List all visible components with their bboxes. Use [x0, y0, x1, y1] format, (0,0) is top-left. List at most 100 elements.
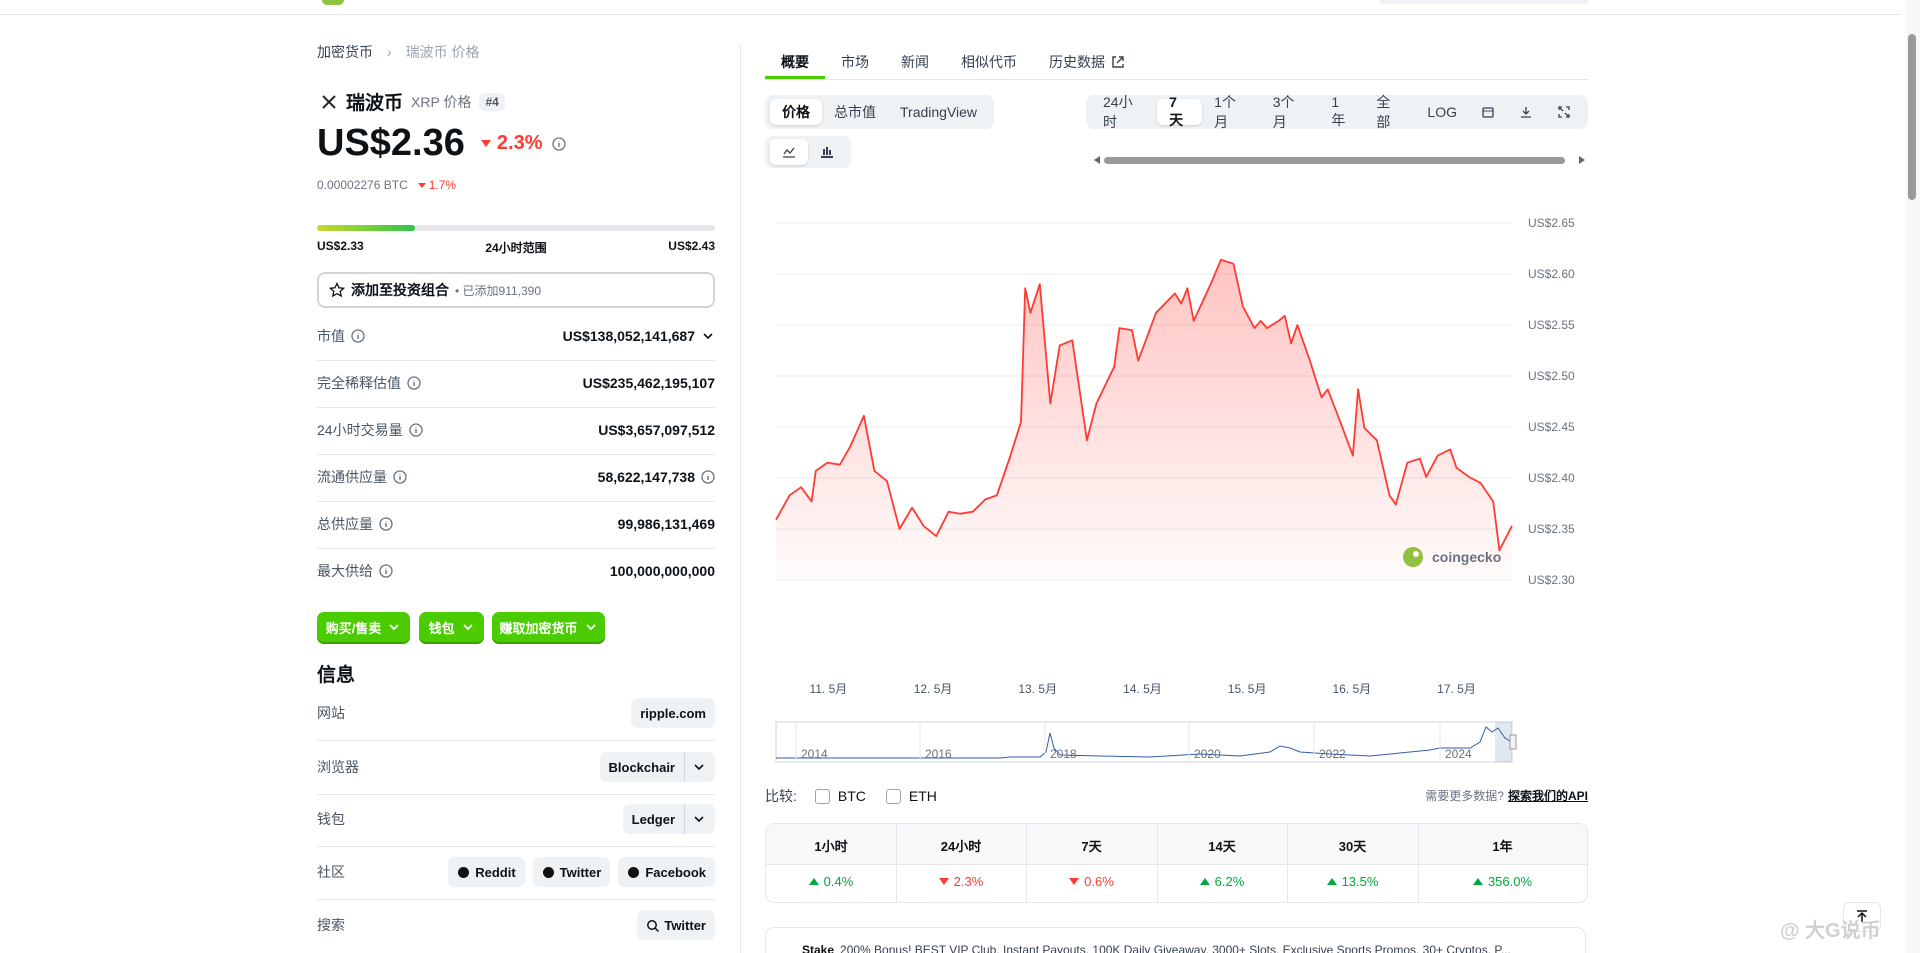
time-range[interactable]: 3个月 — [1272, 94, 1295, 130]
link-chip[interactable]: Blockchair — [599, 752, 715, 782]
chart-kind-candle[interactable] — [808, 139, 846, 165]
link-chip[interactable]: Facebook — [618, 857, 715, 887]
navigator-frame[interactable] — [775, 721, 1513, 763]
navigator-selection[interactable] — [1495, 722, 1512, 762]
info-icon[interactable] — [351, 329, 365, 343]
table-header: 14天 — [1208, 839, 1236, 854]
search-box[interactable] — [1380, 0, 1588, 4]
time-range[interactable]: 1年 — [1331, 94, 1346, 128]
link-label: Reddit — [475, 864, 516, 880]
info-icon[interactable] — [408, 423, 423, 437]
scrollbar-thumb[interactable] — [1908, 34, 1916, 200]
link-icon — [542, 866, 555, 879]
info-icon[interactable] — [393, 470, 407, 484]
ad-text: 200% Bonus! BEST VIP Club. Instant Payou… — [840, 943, 1511, 953]
chevron[interactable] — [701, 329, 715, 343]
separator — [317, 360, 715, 361]
y-tick-label: US$2.45 — [1528, 420, 1575, 434]
action-button[interactable]: 赚取加密货币 — [492, 612, 605, 642]
chart-modes: 价格 总市值 TradingView — [765, 95, 995, 129]
time-range[interactable]: 24小时 — [1103, 94, 1133, 130]
star-icon — [329, 282, 345, 298]
down-arrow — [480, 140, 491, 147]
x-tick-label: 11. 5月 — [809, 682, 847, 696]
chart-tool[interactable] — [1469, 99, 1507, 125]
dropdown[interactable] — [684, 752, 706, 782]
info-icon[interactable] — [552, 136, 567, 151]
chart-mode[interactable]: 价格 — [770, 99, 822, 125]
chart-tool[interactable] — [1545, 99, 1583, 125]
time-range[interactable]: 7天 — [1157, 94, 1203, 128]
stat-row: 总供应量 99,986,131,469 — [317, 512, 715, 536]
info-icon[interactable] — [379, 564, 393, 578]
api-link[interactable]: 探索我们的API — [1507, 789, 1588, 803]
tab[interactable]: 相似代币 — [945, 48, 1033, 76]
range-high: US$2.43 — [668, 239, 715, 253]
info-icon[interactable] — [701, 470, 715, 484]
separator — [317, 501, 715, 502]
external-icon — [1111, 55, 1125, 69]
checkbox[interactable] — [885, 788, 901, 804]
chart-kind — [765, 136, 851, 168]
stat-value-group: 58,622,147,738 — [598, 469, 715, 485]
breadcrumb: 加密货币 › 瑞波币 价格 — [317, 42, 480, 62]
action-button[interactable]: 购买/售卖 — [317, 612, 410, 642]
separator — [317, 740, 715, 741]
info-row: 搜索 Twitter — [317, 910, 715, 940]
link-chip[interactable]: Twitter — [637, 910, 715, 940]
dropdown[interactable] — [684, 804, 706, 834]
chart-mode[interactable]: 总市值 — [834, 104, 876, 120]
price-area — [776, 259, 1512, 580]
link-chip[interactable]: Twitter — [532, 857, 611, 887]
link-icon — [627, 866, 640, 879]
tab-label: 概要 — [781, 54, 809, 70]
info-icon[interactable] — [379, 517, 393, 531]
chart-mode[interactable]: TradingView — [900, 104, 978, 120]
ad-banner[interactable]: Stake 200% Bonus! BEST VIP Club. Instant … — [765, 927, 1586, 953]
tab[interactable]: 市场 — [825, 48, 885, 76]
btc-price: 0.00002276 BTC — [317, 178, 408, 192]
info-label: 搜索 — [317, 917, 345, 933]
info-items: Twitter — [637, 910, 715, 940]
stat-row: 24小时交易量 US$3,657,097,512 — [317, 418, 715, 442]
tab[interactable]: 新闻 — [885, 48, 945, 76]
down-arrow — [417, 182, 426, 188]
navigator-handle[interactable] — [1509, 734, 1517, 750]
link-chip[interactable]: Reddit — [448, 857, 525, 887]
time-range[interactable]: 1个月 — [1214, 94, 1236, 130]
navigator-year: 2020 — [1194, 747, 1221, 761]
info-label: 钱包 — [317, 811, 345, 827]
table-header-bg — [766, 824, 1587, 865]
portfolio-button[interactable]: 添加至投资组合 • 已添加911,390 — [317, 272, 715, 308]
column-divider — [740, 44, 741, 953]
scrollbar-thumb[interactable] — [1104, 157, 1565, 164]
y-tick-label: US$2.35 — [1528, 522, 1575, 536]
table-header: 1小时 — [814, 839, 848, 854]
back-to-top[interactable] — [1843, 902, 1881, 932]
trend-arrow — [808, 878, 819, 885]
portfolio-count: • 已添加911,390 — [455, 283, 542, 298]
action-button[interactable]: 钱包 — [419, 612, 484, 642]
trend-arrow — [1326, 878, 1337, 885]
info-items: ripple.com — [631, 698, 715, 728]
info-label: 网站 — [317, 705, 345, 721]
table-header: 30天 — [1338, 839, 1367, 854]
stat-value: US$3,657,097,512 — [598, 422, 715, 438]
tab[interactable]: 历史数据 — [1033, 48, 1141, 76]
time-range[interactable]: LOG — [1427, 104, 1457, 120]
link-chip[interactable]: ripple.com — [631, 698, 715, 728]
info-row: 网站 ripple.com — [317, 698, 715, 728]
breadcrumb-link[interactable]: 加密货币 — [317, 44, 373, 60]
chart-kind-line[interactable] — [770, 139, 808, 165]
trend-arrow — [1472, 878, 1483, 885]
checkbox[interactable] — [814, 788, 830, 804]
info-icon[interactable] — [407, 376, 421, 390]
link-icon — [457, 866, 470, 879]
link-chip[interactable]: Ledger — [622, 804, 715, 834]
table-value: 0.4% — [823, 874, 854, 889]
time-range[interactable]: 全部 — [1376, 94, 1391, 130]
chart-tool[interactable] — [1507, 99, 1545, 125]
stat-value: 100,000,000,000 — [609, 563, 715, 579]
tab[interactable]: 概要 — [765, 48, 825, 79]
